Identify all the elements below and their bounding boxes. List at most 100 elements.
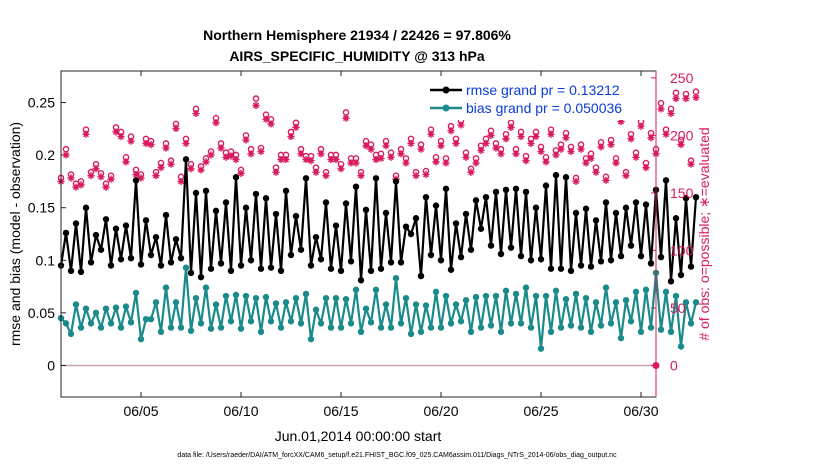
- obs-evaluated-point: [192, 109, 200, 118]
- rmse-point: [482, 193, 490, 201]
- bias-point: [67, 330, 75, 338]
- obs-evaluated-point: [412, 172, 420, 180]
- bias-point: [442, 292, 450, 300]
- obs-evaluated-point: [407, 139, 415, 148]
- rmse-point: [397, 259, 405, 266]
- rmse-point: [227, 267, 235, 275]
- y-tick-labels: 0 0.05 0.1 0.15 0.2 0.25: [28, 95, 55, 374]
- axis-ticks: [61, 71, 660, 397]
- bias-point: [342, 296, 350, 303]
- rmse-line: [59, 158, 698, 283]
- bias-point: [212, 301, 220, 308]
- x-tick-label: 06/20: [423, 403, 458, 419]
- bias-point: [272, 300, 280, 307]
- bias-point: [477, 324, 485, 331]
- rmse-point: [302, 175, 310, 182]
- rmse-point: [67, 267, 75, 275]
- rmse-point: [672, 215, 680, 222]
- rmse-point: [632, 199, 640, 206]
- rmse-point: [617, 252, 625, 260]
- rmse-point: [622, 204, 630, 211]
- rmse-point: [537, 256, 545, 263]
- obs-evaluated-point: [62, 151, 70, 159]
- obs-evaluated-point: [552, 151, 560, 159]
- bias-point: [672, 292, 680, 300]
- rmse-point: [62, 229, 70, 237]
- bias-point: [397, 320, 405, 327]
- bias-point: [162, 284, 170, 291]
- obs-evaluated-point: [642, 164, 650, 172]
- obs-evaluated-point: [247, 150, 255, 158]
- bias-point: [682, 299, 690, 306]
- y-right-tick-labels: 0 50 100 150 200 250: [670, 70, 694, 374]
- obs-evaluated-point: [677, 141, 685, 149]
- bias-point: [637, 328, 645, 335]
- bias-point: [117, 324, 125, 331]
- bias-point: [647, 324, 655, 331]
- rmse-point: [647, 260, 655, 267]
- rmse-point: [522, 188, 530, 196]
- bias-point: [387, 324, 395, 331]
- obs-evaluated-point: [692, 93, 700, 102]
- bias-point: [232, 291, 240, 299]
- bias-point: [517, 320, 525, 327]
- obs-evaluated-point: [382, 142, 390, 150]
- obs-evaluated-point: [452, 139, 460, 148]
- bias-point: [532, 292, 540, 300]
- rmse-point: [367, 267, 375, 275]
- bias-point: [492, 292, 500, 300]
- rmse-point: [172, 236, 180, 243]
- rmse-point: [132, 177, 140, 184]
- bias-point: [472, 293, 480, 301]
- bias-point: [512, 290, 520, 298]
- bias-point: [467, 328, 475, 335]
- rmse-point: [507, 244, 515, 251]
- bias-point: [407, 330, 415, 338]
- bias-point: [257, 328, 265, 335]
- bias-point: [542, 292, 550, 300]
- obs-evaluated-point: [427, 130, 435, 138]
- y-right-tick-label: 0: [670, 357, 678, 373]
- obs-evaluated-point: [397, 150, 405, 158]
- obs-evaluated-point: [457, 121, 465, 129]
- bias-point: [367, 319, 375, 326]
- bias-point: [667, 328, 675, 335]
- bias-point: [377, 324, 385, 331]
- bias-point: [122, 303, 130, 310]
- bias-point: [607, 320, 615, 327]
- bias-point: [292, 294, 300, 302]
- bias-point: [427, 324, 435, 331]
- obs-evaluated-point: [622, 172, 630, 180]
- y-tick-label: 0.05: [28, 305, 55, 321]
- obs-possible-point: [672, 89, 680, 97]
- bias-point: [192, 294, 200, 302]
- bias-point: [632, 288, 640, 296]
- obs-evaluated-point: [102, 183, 110, 191]
- x-tick-label: 06/05: [123, 403, 158, 419]
- bias-point: [482, 292, 490, 300]
- rmse-point: [332, 222, 340, 229]
- rmse-point: [517, 252, 525, 260]
- obs-evaluated-point: [257, 147, 265, 156]
- rmse-point: [267, 264, 275, 271]
- obs-evaluated-point: [172, 124, 180, 133]
- obs-evaluated-point: [302, 155, 310, 164]
- bias-point: [402, 294, 410, 302]
- obs-evaluated-point: [287, 132, 295, 141]
- obs-evaluated-point: [577, 145, 585, 153]
- bias-point: [372, 286, 380, 293]
- bias-point: [457, 318, 465, 325]
- bias-point: [452, 301, 460, 308]
- obs-evaluated-point: [82, 130, 90, 138]
- bias-point: [677, 343, 685, 350]
- obs-evaluated-point: [87, 172, 95, 180]
- obs-evaluated-point: [297, 150, 305, 158]
- rmse-point: [447, 266, 455, 273]
- rmse-point: [432, 202, 440, 209]
- data-file-footnote: data file: /Users/raeder/DAI/ATM_forcXX/…: [177, 452, 617, 459]
- bias-point: [602, 284, 610, 291]
- rmse-point: [182, 156, 190, 163]
- rmse-point: [502, 186, 510, 194]
- y-right-tick-label: 100: [670, 242, 694, 258]
